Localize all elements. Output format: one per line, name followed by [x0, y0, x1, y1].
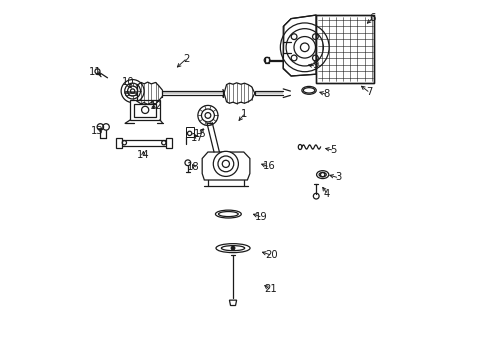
Text: 20: 20	[264, 249, 277, 260]
Text: 3: 3	[335, 172, 341, 182]
Ellipse shape	[215, 210, 241, 218]
Polygon shape	[283, 15, 316, 76]
Polygon shape	[229, 300, 236, 306]
Text: 18: 18	[187, 162, 200, 172]
Circle shape	[213, 151, 238, 176]
Polygon shape	[121, 140, 167, 145]
Text: 16: 16	[262, 161, 275, 171]
Polygon shape	[116, 138, 122, 148]
Text: 5: 5	[329, 144, 336, 154]
Ellipse shape	[316, 171, 328, 179]
Polygon shape	[202, 152, 249, 180]
Polygon shape	[166, 138, 172, 148]
Text: 9: 9	[312, 60, 318, 70]
Text: 10: 10	[122, 77, 134, 87]
Text: 17: 17	[190, 133, 203, 143]
Text: 11: 11	[89, 67, 102, 77]
Polygon shape	[134, 104, 156, 117]
Text: 1: 1	[241, 109, 247, 119]
Text: 13: 13	[91, 126, 103, 135]
Text: 14: 14	[137, 150, 149, 160]
Text: 4: 4	[323, 189, 329, 199]
Text: 6: 6	[369, 13, 375, 23]
Polygon shape	[130, 100, 160, 120]
Text: 19: 19	[255, 212, 267, 221]
Ellipse shape	[301, 86, 316, 94]
Text: 21: 21	[264, 284, 276, 294]
Ellipse shape	[216, 244, 249, 253]
Polygon shape	[265, 57, 268, 63]
Circle shape	[231, 246, 234, 250]
Text: 7: 7	[366, 87, 372, 97]
Text: 15: 15	[194, 129, 207, 139]
Text: 12: 12	[150, 102, 163, 112]
Text: 2: 2	[183, 54, 189, 64]
Text: 8: 8	[323, 89, 329, 99]
Polygon shape	[316, 15, 373, 83]
Polygon shape	[185, 127, 193, 137]
